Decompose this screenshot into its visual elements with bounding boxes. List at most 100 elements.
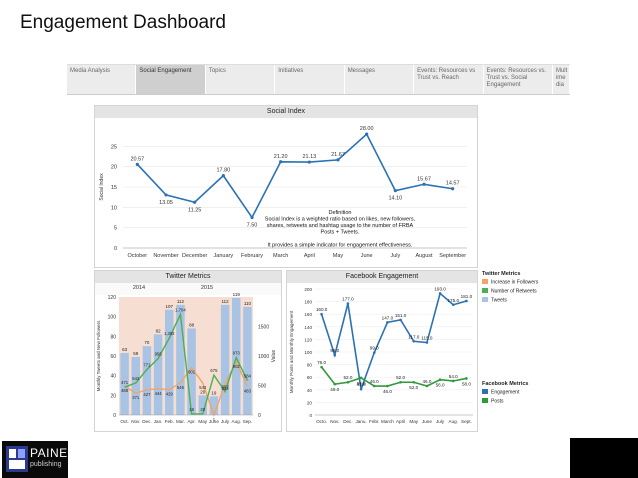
tw-y2-tick: 0 — [258, 413, 261, 419]
si-point — [336, 158, 340, 162]
si-x-tick: February — [241, 253, 263, 259]
tab-events-reach[interactable]: Events: Resources vs Trust vs. Reach — [414, 65, 484, 94]
fb-x-tick: Sept. — [461, 419, 472, 424]
fb-posts-line — [320, 366, 467, 387]
tab-initiatives[interactable]: Initiatives — [275, 65, 345, 94]
tw-bar — [176, 304, 185, 415]
si-value-label: 21.20 — [274, 154, 288, 160]
tw-y-tick: 80 — [110, 334, 116, 340]
tw-retweets-label: 1,302 — [164, 331, 175, 336]
fb-x-tick: Febr. — [369, 419, 379, 424]
tw-year-label: 2015 — [201, 285, 213, 291]
tab-multimedia[interactable]: Mult ime dia — [553, 65, 570, 94]
fb-posts-point — [372, 384, 376, 388]
fb-x-tick: Janu. — [355, 419, 366, 424]
tw-tweets-label: 110 — [244, 301, 252, 306]
tw-y2-tick: 500 — [258, 384, 267, 390]
si-point — [307, 160, 311, 164]
tw-bar — [198, 395, 207, 415]
fb-engagement-point — [438, 292, 442, 295]
fb-engagement-label: 193.0 — [434, 286, 446, 291]
tw-tweets-label: 112 — [221, 299, 229, 304]
tw-followers-label: 546 — [177, 385, 185, 390]
tw-followers-label: 483 — [244, 389, 252, 394]
facebook-legend-swatch — [482, 389, 488, 394]
tw-plot-bg — [119, 297, 253, 415]
tab-events-social[interactable]: Events: Resources vs. Trust vs. Social E… — [484, 65, 553, 94]
tab-social-engagement[interactable]: Social Engagement — [136, 65, 206, 94]
fb-y-tick: 120 — [304, 337, 312, 342]
tw-retweets-label: 584 — [244, 374, 252, 379]
si-y-tick: 5 — [114, 226, 117, 232]
tw-retweets-line — [124, 311, 249, 415]
tw-tweets-label: 112 — [177, 299, 185, 304]
si-x-tick: May — [333, 253, 344, 259]
si-x-tick: August — [415, 253, 433, 259]
tw-retweets-label: 471 — [121, 380, 129, 385]
tw-followers-line — [124, 360, 249, 418]
fb-engagement-line — [320, 291, 467, 390]
tw-tweets-label: 82 — [156, 328, 162, 333]
tw-retweets-label: 973 — [233, 351, 241, 356]
fb-x-tick: Nov. — [330, 419, 339, 424]
tab-messages[interactable]: Messages — [345, 65, 415, 94]
fb-engagement-point — [425, 341, 429, 344]
logo-sub: publishing — [30, 461, 62, 468]
fb-x-tick: March — [381, 419, 394, 424]
fb-posts-label: 56.0 — [436, 383, 445, 388]
si-x-tick: January — [214, 253, 234, 259]
fb-engagement-point — [386, 321, 389, 324]
fb-posts-point — [425, 384, 429, 388]
tw-x-tick: Apr. — [187, 419, 195, 424]
tw-y-tick: 20 — [110, 393, 116, 399]
tw-tweets-label: 107 — [165, 304, 173, 309]
fb-engagement-point — [346, 302, 350, 305]
si-x-tick: December — [182, 253, 208, 259]
tab-bar: Media Analysis Social Engagement Topics … — [67, 64, 570, 95]
tw-bar — [165, 309, 174, 415]
fb-y-label: Monthly Posts and Monthly Engagement — [289, 310, 294, 393]
si-series-line — [136, 132, 453, 220]
fb-engagement-point — [451, 303, 455, 307]
fb-engagement-label: 115.0 — [421, 336, 433, 341]
tw-y2-tick: 1500 — [258, 325, 269, 331]
si-value-label: 11.25 — [188, 207, 201, 213]
tw-followers-label: 522 — [222, 386, 230, 391]
tw-tweets-label: 20 — [200, 389, 206, 394]
fb-engagement-label: 147.0 — [382, 315, 394, 320]
tw-x-tick: Feb. — [165, 419, 174, 424]
tw-followers-label: 429 — [166, 392, 174, 397]
si-y-tick: 10 — [111, 205, 117, 211]
facebook-legend-swatch — [482, 398, 488, 403]
si-annotation-line: Definition — [329, 210, 352, 216]
si-point — [279, 160, 283, 164]
tw-year-label: 2014 — [133, 285, 145, 291]
tab-topics[interactable]: Topics — [206, 65, 276, 94]
fb-x-tick: June — [422, 419, 432, 424]
tab-media-analysis[interactable]: Media Analysis — [67, 65, 137, 94]
fb-engagement-label: 151.0 — [395, 313, 407, 318]
fb-y-tick: 0 — [309, 413, 312, 418]
fb-y-tick: 140 — [304, 325, 312, 330]
tw-followers-label: 371 — [132, 395, 140, 400]
si-y-tick: 20 — [111, 165, 117, 171]
fb-engagement-label: 177.0 — [342, 296, 354, 301]
fb-y-tick: 80 — [307, 363, 313, 368]
facebook-legend-item: Posts — [491, 399, 504, 405]
tw-retweets-label: 20 — [200, 407, 205, 412]
si-point — [365, 132, 369, 136]
fb-x-tick: Dec. — [343, 419, 352, 424]
fb-posts-point — [359, 376, 363, 380]
tw-y-tick: 0 — [113, 413, 116, 419]
fb-x-tick: Octo. — [316, 419, 327, 424]
tw-y-tick: 60 — [110, 354, 116, 360]
si-value-label: 14.57 — [446, 181, 460, 187]
tw-bar — [131, 356, 140, 415]
social-index-title: Social Index — [95, 106, 477, 118]
fb-posts-label: 49.0 — [330, 387, 339, 392]
fb-posts-point — [320, 365, 323, 369]
fb-posts-label: 52.0 — [343, 375, 352, 380]
tw-bar — [153, 334, 163, 415]
fb-engagement-label: 41.0 — [357, 382, 366, 387]
twitter-legend-item: Increase in Followers — [491, 280, 539, 286]
